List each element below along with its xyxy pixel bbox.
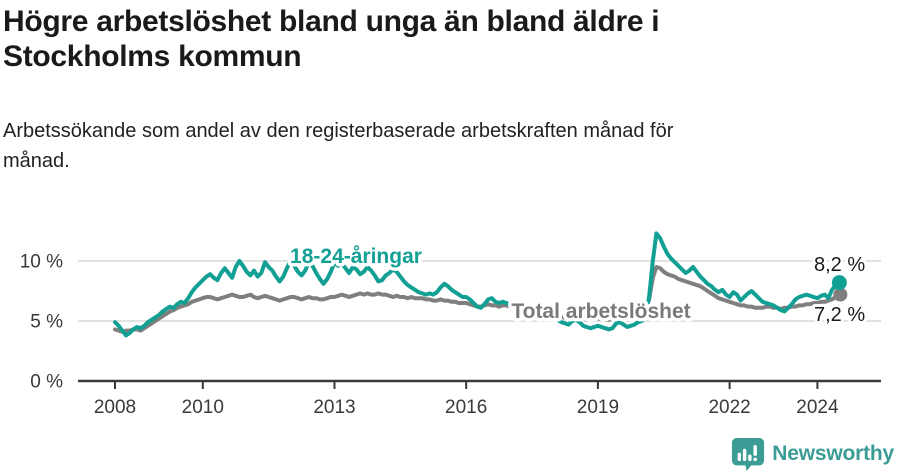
x-axis-label: 2008 [94,397,136,418]
end-value-label-youth: 8,2 % [814,254,865,276]
end-dot-total [833,287,848,302]
series-label-total: Total arbetslöshet [511,300,690,323]
title-line-2: Stockholms kommun [3,40,302,73]
x-axis-label: 2010 [182,397,224,418]
x-axis-label: 2013 [313,397,355,418]
newsworthy-logo[interactable]: Newsworthy [731,437,894,471]
x-axis-label: 2022 [708,397,750,418]
y-axis-label: 5 % [30,312,63,333]
chart-subtitle: Arbetssökande som andel av den registerb… [3,116,863,176]
newsworthy-wordmark: Newsworthy [772,442,894,465]
y-axis-label: 10 % [20,252,63,273]
title-line-1: Högre arbetslöshet bland unga än bland ä… [3,5,660,38]
newsworthy-bubble-chart-icon [732,437,765,471]
end-dot-youth [831,275,847,291]
unemployment-line-chart: 0 % 5 % 10 % 2008 2010 2013 2016 2019 2022 2024 18… [20,231,881,418]
series-line-total [113,265,842,334]
page-title: Högre arbetslöshet bland unga än bland ä… [3,4,883,74]
series-line-youth [113,231,842,338]
subtitle-line-1: Arbetssökande som andel av den registerb… [3,120,674,142]
x-axis-label: 2024 [796,397,839,418]
x-axis-label: 2016 [445,397,487,418]
end-value-label-total: 7,2 % [814,304,865,326]
x-axis-label: 2019 [577,397,619,418]
series-label-youth: 18-24-åringar [290,245,422,268]
y-axis-label: 0 % [30,372,63,393]
subtitle-line-2: månad. [3,150,70,172]
